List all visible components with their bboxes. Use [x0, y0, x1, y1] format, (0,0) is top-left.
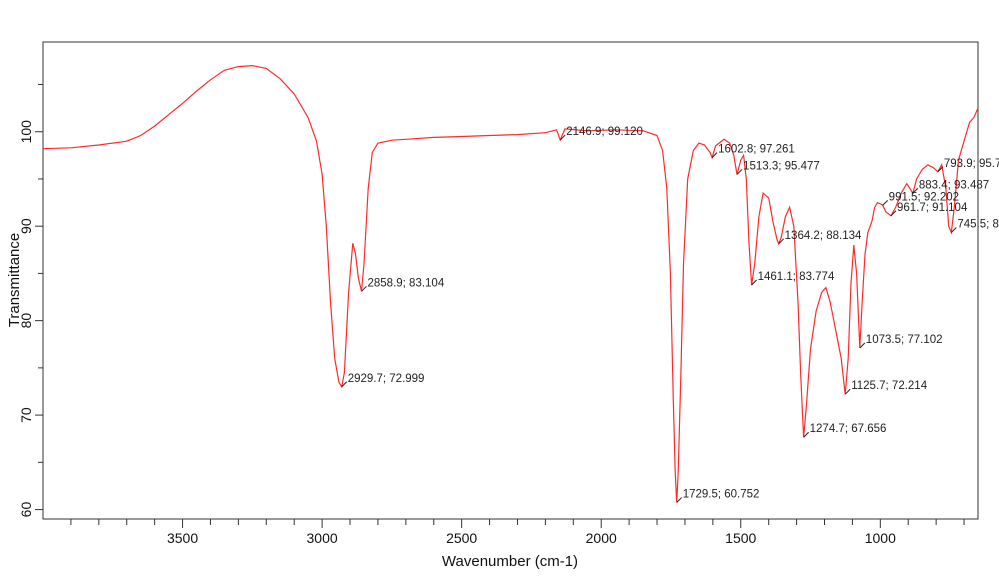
peak-marker: [859, 342, 866, 349]
peak-label: 1602.8; 97.261: [718, 144, 795, 156]
y-axis-title: Transmittance: [6, 233, 23, 327]
peak-annotations: 2929.7; 72.999 2858.9; 83.104 2146.9; 99.1…: [341, 126, 999, 503]
x-axis: 3500 3000 2500 2000 1500 1000: [70, 519, 965, 546]
x-tick-label: 3500: [167, 530, 198, 546]
peak-annotation: 2858.9; 83.104: [361, 277, 445, 292]
y-axis: 60 70 80 90 100: [18, 84, 43, 518]
peak-marker: [950, 227, 957, 233]
y-tick-label: 90: [18, 218, 34, 234]
peak-label: 1461.1; 83.774: [758, 271, 835, 283]
y-tick-label: 80: [18, 313, 34, 329]
peak-label: 1364.2; 88.134: [785, 230, 862, 242]
peak-annotation: 1729.5; 60.752: [676, 488, 760, 503]
peak-annotation: 745.5; 89.334: [950, 218, 999, 233]
peak-label: 793.9; 95.760: [944, 158, 999, 170]
peak-annotation: 1125.7; 72.214: [844, 380, 928, 395]
peak-label: 2858.9; 83.104: [367, 277, 444, 289]
peak-marker: [361, 285, 367, 292]
peak-label: 1073.5; 77.102: [866, 334, 943, 346]
peak-annotation: 2146.9; 99.120: [559, 126, 643, 141]
peak-label: 991.5; 92.202: [889, 191, 959, 203]
x-tick-label: 2000: [586, 530, 617, 546]
peak-label: 961.7; 91.104: [897, 202, 968, 214]
x-tick-label: 2500: [446, 530, 477, 546]
peak-marker: [937, 166, 944, 173]
peak-label: 2146.9; 99.120: [566, 126, 643, 138]
peak-label: 745.5; 89.334: [957, 218, 999, 230]
peak-label: 2929.7; 72.999: [348, 373, 425, 385]
peak-marker: [844, 388, 851, 395]
peak-annotation: 2929.7; 72.999: [341, 373, 425, 388]
spectrum-line: [42, 64, 979, 503]
peak-marker: [890, 210, 897, 217]
peak-marker: [736, 169, 743, 175]
peak-label: 1513.3; 95.477: [743, 160, 820, 172]
y-tick-label: 100: [18, 120, 34, 144]
peak-marker: [711, 152, 718, 158]
peak-annotation: 1364.2; 88.134: [778, 230, 862, 245]
peak-marker: [912, 187, 919, 194]
peak-annotation: 1513.3; 95.477: [736, 160, 820, 175]
peak-marker: [803, 431, 809, 438]
peak-marker: [882, 200, 889, 206]
plot-area-frame: [42, 41, 979, 520]
peak-label: 883.4; 93.487: [919, 179, 989, 191]
peak-label: 1729.5; 60.752: [683, 488, 760, 500]
x-tick-label: 1000: [865, 530, 896, 546]
peak-marker: [341, 381, 348, 388]
peak-annotation: 961.7; 91.104: [890, 202, 968, 217]
peak-annotation: 1602.8; 97.261: [711, 144, 795, 158]
x-tick-label: 3000: [307, 530, 338, 546]
y-tick-label: 60: [18, 502, 34, 518]
peak-marker: [778, 238, 785, 245]
peak-annotation: 1274.7; 67.656: [803, 423, 887, 438]
peak-label: 1274.7; 67.656: [810, 423, 887, 435]
peak-annotation: 883.4; 93.487: [912, 179, 989, 194]
peak-annotation: 793.9; 95.760: [937, 158, 999, 173]
x-tick-label: 1500: [725, 530, 756, 546]
peak-marker: [559, 134, 566, 141]
peak-annotation: 1073.5; 77.102: [859, 334, 943, 349]
peak-label: 1125.7; 72.214: [851, 380, 927, 392]
x-axis-title: Wavenumber (cm-1): [442, 553, 578, 570]
peak-annotation: 991.5; 92.202: [882, 191, 959, 206]
y-tick-label: 70: [18, 407, 34, 423]
peak-marker: [751, 279, 757, 286]
peak-marker: [676, 497, 683, 503]
peak-annotation: 1461.1; 83.774: [751, 271, 835, 286]
